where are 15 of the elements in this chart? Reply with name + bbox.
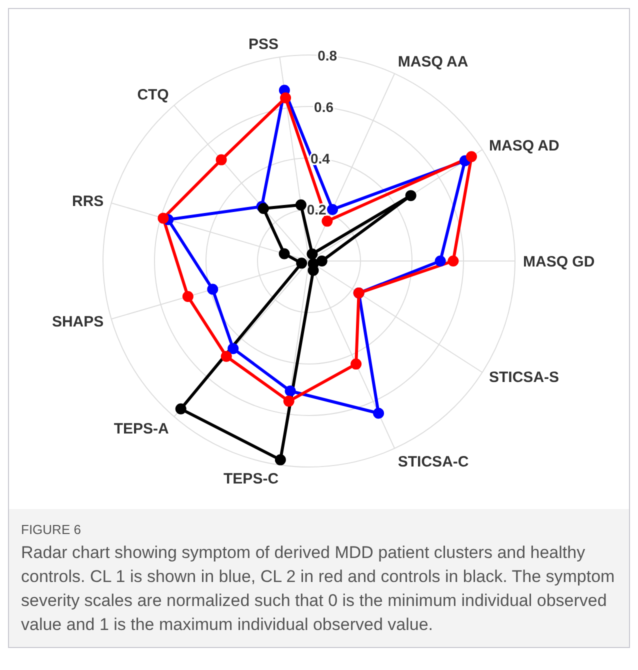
y-tick-label: 0.6 (314, 98, 334, 115)
spoke-label: RRS (72, 193, 104, 210)
spoke-label: STICSA-C (398, 453, 469, 470)
y-tick-label: 0.8 (318, 48, 338, 64)
spoke-label: MASQ AD (489, 138, 560, 155)
text: Radar chart showing symptom of derived MDD patient clusters and healthy controls. CL 1 is shown in blue, CL 2 in red and controls in black. The symptom severity scales are normalized such that 0 is the minimum individual observed value and 1 is the maximum individual observed value. (21, 542, 616, 636)
spoke-label: MASQ AA (398, 53, 468, 70)
spoke-label: STICSA-S (489, 369, 560, 386)
caption: FIGURE 6 (21, 521, 82, 539)
spoke-label: CTQ (137, 86, 170, 104)
spoke-label: TEPS-C (224, 470, 279, 488)
spoke-label: PSS (248, 36, 279, 54)
spoke-label: SHAPS (52, 314, 104, 331)
spoke-label: TEPS-A (114, 420, 170, 438)
spoke-label: MASQ GD (523, 253, 595, 270)
